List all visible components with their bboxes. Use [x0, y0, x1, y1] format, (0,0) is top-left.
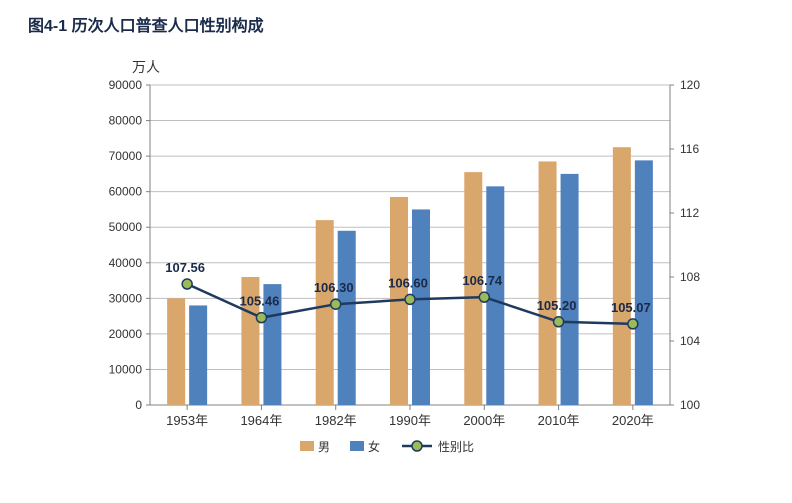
y1-tick-label: 30000 — [109, 291, 143, 305]
y2-tick-label: 108 — [680, 270, 700, 284]
ratio-value-label: 106.74 — [462, 273, 503, 288]
y2-tick-label: 112 — [680, 206, 699, 220]
x-category-label: 2010年 — [538, 413, 580, 428]
ratio-value-label: 105.46 — [240, 294, 280, 309]
legend-label-male: 男 — [318, 440, 330, 454]
bar-male — [464, 172, 482, 405]
y1-tick-label: 70000 — [109, 149, 143, 163]
y2-tick-label: 120 — [680, 78, 700, 92]
ratio-marker — [479, 292, 489, 302]
bar-male — [167, 298, 185, 405]
bar-female — [412, 209, 430, 405]
legend-label-female: 女 — [368, 439, 380, 454]
legend-marker-ratio — [412, 441, 422, 451]
y1-tick-label: 60000 — [109, 185, 143, 199]
x-category-label: 1990年 — [389, 413, 431, 428]
x-category-label: 1982年 — [315, 413, 357, 428]
y1-tick-label: 80000 — [109, 114, 143, 128]
ratio-marker — [405, 294, 415, 304]
bar-male — [613, 147, 631, 405]
y2-tick-label: 100 — [680, 398, 700, 412]
ratio-value-label: 107.56 — [165, 260, 205, 275]
ratio-marker — [628, 319, 638, 329]
ratio-marker — [256, 313, 266, 323]
chart-container: 万人 0 10000 20000 30000 40000 50000 60000 70000 8… — [90, 55, 730, 485]
x-category-label: 2020年 — [612, 413, 654, 428]
chart-svg: 0 10000 20000 30000 40000 50000 60000 70000 8000… — [90, 55, 730, 475]
bar-male — [316, 220, 334, 405]
ratio-value-label: 105.07 — [611, 300, 651, 315]
y1-tick-label: 20000 — [109, 327, 143, 341]
chart-title: 图4-1 历次人口普查人口性别构成 — [28, 12, 264, 36]
y2-tick-label: 104 — [680, 334, 700, 348]
legend-swatch-female — [350, 441, 364, 451]
ratio-marker — [554, 317, 564, 327]
y1-tick-label: 10000 — [109, 362, 143, 376]
y1-tick-label: 40000 — [109, 256, 143, 270]
bar-female — [189, 305, 207, 405]
ratio-marker — [331, 299, 341, 309]
legend-label-ratio: 性别比 — [438, 440, 474, 454]
ratio-marker — [182, 279, 192, 289]
bar-female — [635, 160, 653, 405]
x-category-label: 2000年 — [463, 413, 505, 428]
legend-swatch-male — [300, 441, 314, 451]
ratio-value-label: 106.60 — [388, 275, 428, 290]
y2-tick-label: 116 — [680, 142, 699, 156]
y1-tick-label: 90000 — [109, 78, 143, 92]
y1-tick-label: 0 — [135, 398, 142, 412]
bar-female — [561, 174, 579, 405]
y1-tick-label: 50000 — [109, 220, 143, 234]
bar-female — [338, 231, 356, 405]
y1-unit-label: 万人 — [132, 57, 160, 77]
ratio-value-label: 106.30 — [314, 280, 354, 295]
bar-male — [539, 161, 557, 405]
x-category-label: 1953年 — [166, 413, 208, 428]
x-category-label: 1964年 — [240, 413, 282, 428]
ratio-value-label: 105.20 — [537, 298, 577, 313]
